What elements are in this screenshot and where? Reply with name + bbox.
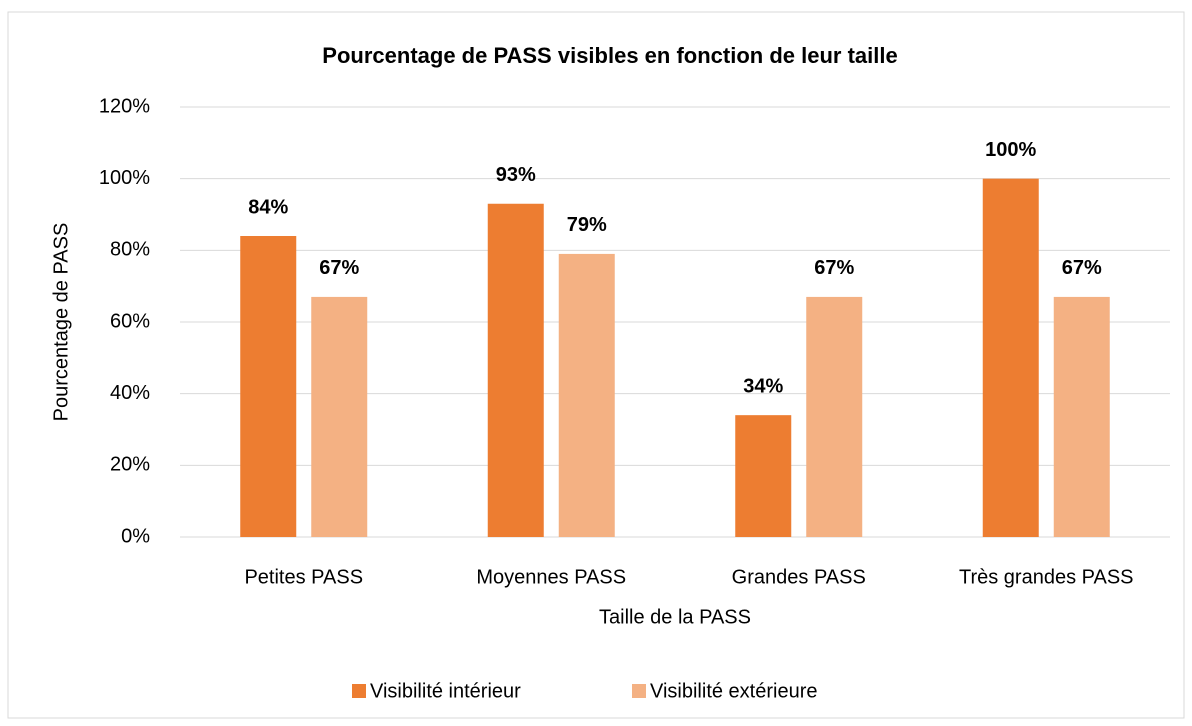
legend-swatch [632, 684, 646, 698]
data-label: 34% [743, 375, 783, 397]
legend-label: Visibilité extérieure [650, 680, 818, 702]
y-tick-label: 40% [110, 382, 150, 404]
bar [806, 296, 863, 537]
bar [1053, 296, 1110, 537]
y-axis-label: Pourcentage de PASS [50, 223, 72, 422]
x-axis-label: Taille de la PASS [599, 606, 751, 628]
data-label: 67% [1062, 257, 1102, 279]
data-label: 67% [319, 257, 359, 279]
data-label: 79% [567, 214, 607, 236]
bar [311, 296, 368, 537]
data-label: 84% [248, 196, 288, 218]
data-label: 100% [985, 139, 1036, 161]
y-tick-label: 20% [110, 454, 150, 476]
y-tick-label: 0% [121, 525, 150, 547]
bar [487, 203, 544, 537]
y-tick-label: 80% [110, 239, 150, 261]
data-label: 67% [814, 257, 854, 279]
x-tick-label: Très grandes PASS [959, 566, 1134, 588]
x-tick-label: Petites PASS [244, 566, 363, 588]
data-label: 93% [496, 164, 536, 186]
bar [558, 253, 615, 537]
legend-label: Visibilité intérieur [370, 680, 521, 702]
x-tick-label: Moyennes PASS [476, 566, 626, 588]
y-tick-label: 100% [99, 167, 150, 189]
legend-swatch [352, 684, 366, 698]
bar [735, 415, 792, 537]
y-tick-label: 60% [110, 310, 150, 332]
chart-title: Pourcentage de PASS visibles en fonction… [322, 43, 897, 68]
x-tick-label: Grandes PASS [732, 566, 866, 588]
bar [982, 178, 1039, 537]
bar [240, 236, 297, 537]
y-tick-label: 120% [99, 95, 150, 117]
